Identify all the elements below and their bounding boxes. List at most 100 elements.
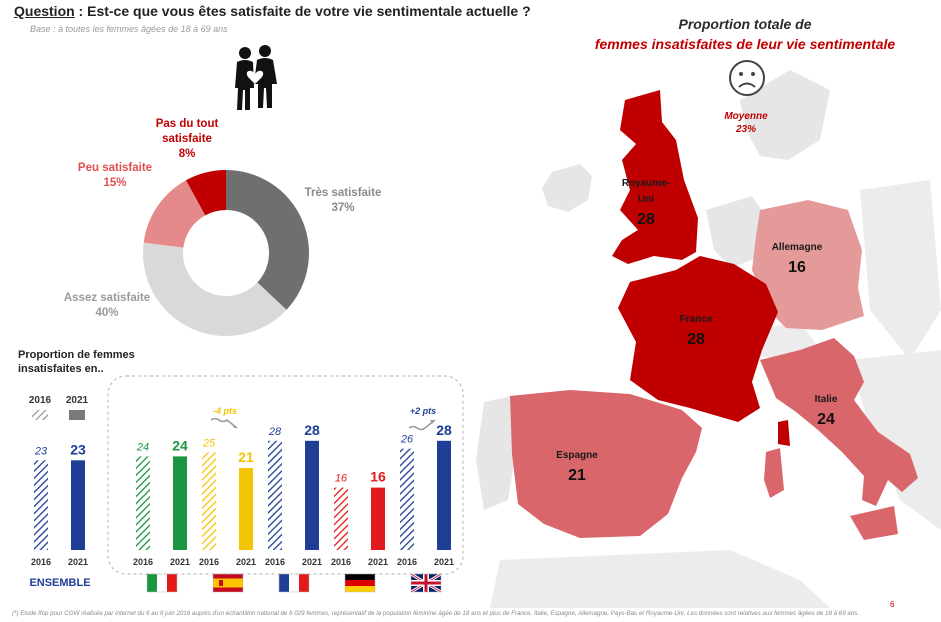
bar-2016-ens — [34, 460, 48, 550]
map-title-line2: femmes insatisfaites de leur vie sentime… — [594, 36, 896, 52]
bar-value-2016-0: 24 — [136, 441, 149, 453]
bar-year-2021-2: 2021 — [302, 557, 322, 567]
map-country-sicily — [850, 506, 898, 540]
page-number: 6 — [890, 600, 895, 609]
bar-year-2016-2: 2016 — [265, 557, 285, 567]
bar-value-2016-ens: 23 — [34, 445, 48, 457]
legend-year-1: 2021 — [66, 395, 89, 406]
donut-value-1: 40% — [95, 307, 119, 319]
bar-year-2016-0: 2016 — [133, 557, 153, 567]
change-label-4: +2 pts — [410, 406, 436, 416]
sad-face-icon — [729, 60, 765, 96]
bar-year-2021-3: 2021 — [368, 557, 388, 567]
donut-label-0-line-0: Très satisfaite — [304, 187, 382, 199]
bar-year-2016-1: 2016 — [199, 557, 219, 567]
map-title: Proportion totale de femmes insatisfaite… — [560, 14, 930, 54]
land-africa — [490, 550, 830, 608]
bar-value-2021-3: 16 — [370, 469, 386, 485]
legend-swatch-1 — [69, 410, 85, 420]
bar-2021-4 — [437, 440, 451, 550]
flag-spain-icon — [212, 573, 244, 593]
moyenne: Moyenne 23% — [708, 110, 784, 136]
donut-label-3-line-1: satisfaite — [162, 133, 212, 145]
map-region-name-1-0: Allemagne — [772, 242, 823, 253]
bar-value-2016-2: 28 — [268, 426, 282, 438]
map-title-line1: Proportion totale de — [678, 16, 812, 32]
map-region-value-0: 28 — [637, 211, 655, 228]
donut-label-0: Très satisfaite 37% — [288, 186, 398, 216]
map-country-germany — [752, 200, 864, 330]
bar-2016-0 — [136, 456, 150, 550]
bar-2016-2 — [268, 440, 282, 550]
donut-slice-1 — [143, 242, 287, 336]
map-region-value-3: 24 — [817, 411, 835, 428]
donut-slice-3 — [186, 170, 226, 216]
map-country-uk — [612, 90, 698, 264]
europe-map: Royaume- Uni 28 Allemagne 16 France 28 Italie 24… — [476, 70, 941, 608]
bar-value-2021-4: 28 — [436, 422, 452, 438]
donut-chart — [143, 170, 309, 336]
bar-value-2016-1: 25 — [202, 438, 216, 450]
trend-arrow-icon-1 — [210, 417, 238, 429]
legend-swatch-0 — [32, 410, 48, 420]
moyenne-value: 23% — [735, 124, 756, 135]
bar-chart-title-line2: insatisfaites en.. — [18, 363, 104, 375]
bar-2016-4 — [400, 448, 414, 550]
trend-arrowhead-1 — [232, 424, 237, 428]
flag-italy-icon — [146, 573, 178, 593]
bar-value-2016-4: 26 — [400, 434, 414, 446]
bar-value-2021-1: 21 — [238, 449, 254, 465]
change-label-1: -4 pts — [213, 406, 237, 416]
bar-year-2021-0: 2021 — [170, 557, 190, 567]
donut-label-1: Assez satisfaite 40% — [52, 291, 162, 321]
question-label: Question — [14, 3, 75, 19]
map-country-italy — [760, 338, 918, 506]
bar-2021-0 — [173, 456, 187, 550]
donut-slice-0 — [226, 170, 309, 310]
map-country-spain — [510, 390, 702, 538]
bar-year-2021-4: 2021 — [434, 557, 454, 567]
map-region-name-0-0: Royaume- — [622, 178, 670, 189]
donut-value-2: 15% — [103, 177, 127, 189]
map-country-sardinia — [764, 448, 784, 498]
bar-value-2021-ens: 23 — [70, 441, 86, 457]
base-note: Base : à toutes les femmes âgées de 18 à… — [30, 24, 228, 34]
trend-arrow-icon-4 — [408, 419, 436, 431]
donut-label-3-line-0: Pas du tout — [155, 118, 219, 130]
map-region-name-3-0: Italie — [815, 394, 838, 405]
bar-chart-title-line1: Proportion de femmes — [18, 349, 135, 361]
map-region-name-4-0: Espagne — [556, 450, 598, 461]
donut-slice-2 — [143, 180, 206, 248]
map-region-value-2: 28 — [687, 331, 705, 348]
land-portugal — [476, 396, 516, 510]
bar-year-2021-ens: 2021 — [68, 557, 88, 567]
land-scandinavia — [740, 70, 830, 160]
bar-year-2021-1: 2021 — [236, 557, 256, 567]
bar-year-2016-3: 2016 — [331, 557, 351, 567]
map-region-value-1: 16 — [788, 259, 806, 276]
bar-value-2021-2: 28 — [304, 422, 320, 438]
flag-uk-icon — [410, 572, 442, 594]
bar-2021-ens — [71, 460, 85, 550]
bar-2016-3 — [334, 487, 348, 550]
legend-year-0: 2016 — [29, 395, 52, 406]
map-country-france — [618, 256, 778, 422]
donut-label-2-line-0: Peu satisfaite — [77, 162, 153, 174]
bar-value-2016-3: 16 — [335, 473, 348, 485]
land-balkans — [850, 350, 941, 530]
donut-label-2: Peu satisfaite 15% — [60, 161, 170, 191]
bar-value-2021-0: 24 — [172, 437, 188, 453]
land-benelux — [706, 196, 768, 268]
bar-year-2016-4: 2016 — [397, 557, 417, 567]
donut-label-1-line-0: Assez satisfaite — [63, 292, 151, 304]
moyenne-label: Moyenne — [724, 111, 768, 122]
land-ireland — [542, 164, 592, 212]
land-east — [860, 180, 941, 360]
bar-2021-3 — [371, 487, 385, 550]
donut-label-3: Pas du tout satisfaite 8% — [132, 117, 242, 162]
map-country-corsica — [778, 420, 790, 446]
bar-year-2016-ens: 2016 — [31, 557, 51, 567]
bar-2016-1 — [202, 452, 216, 550]
map-region-name-2-0: France — [680, 314, 713, 325]
flag-france-icon — [278, 573, 310, 593]
